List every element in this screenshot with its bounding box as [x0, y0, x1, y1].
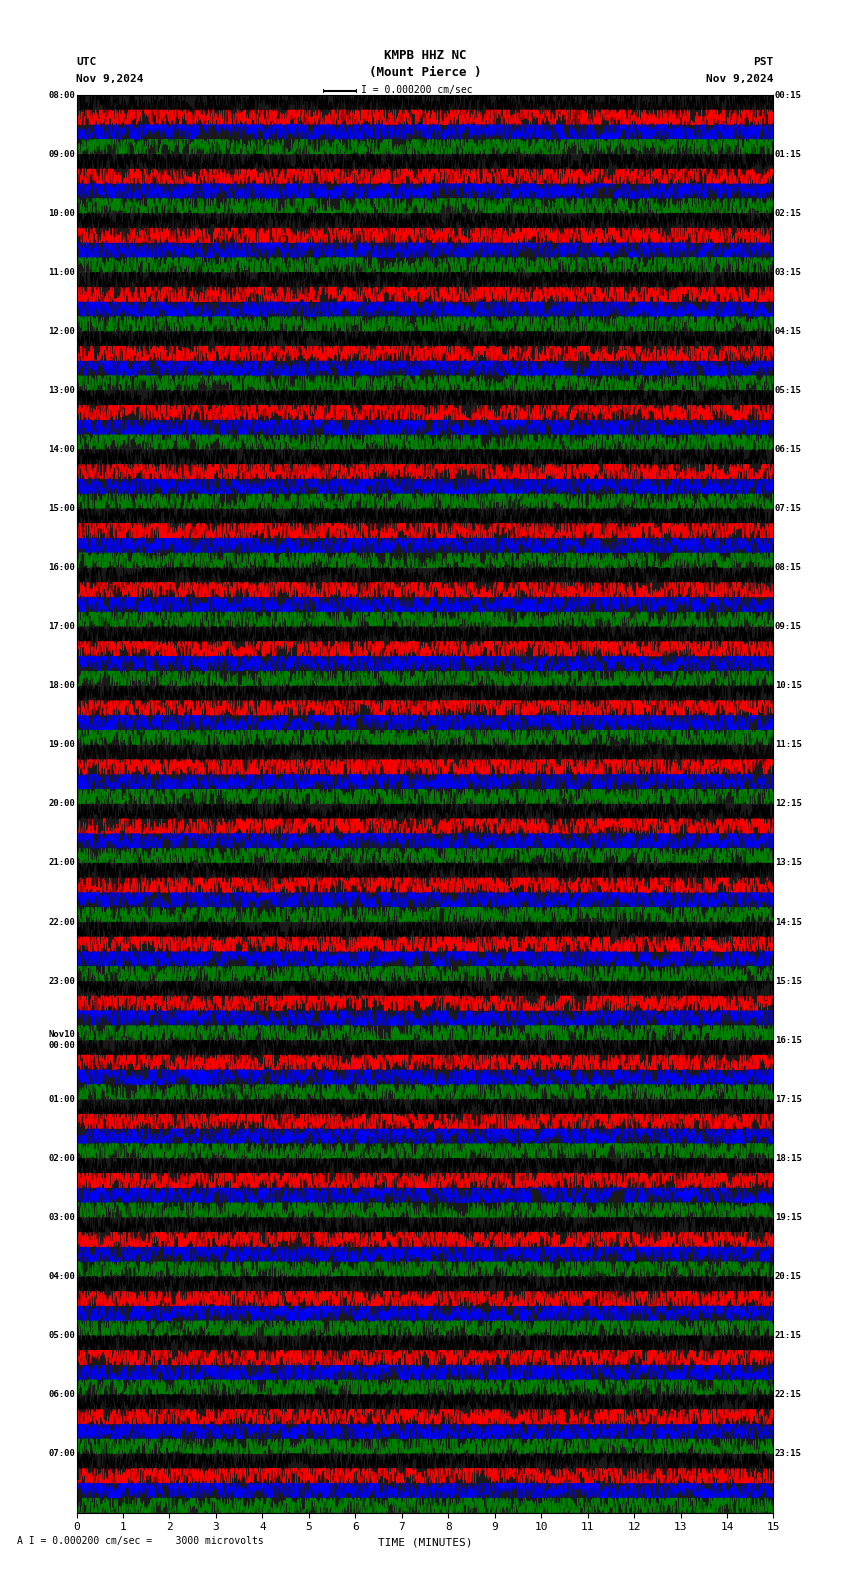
Text: 18:15: 18:15	[775, 1153, 802, 1163]
Text: Nov 9,2024: Nov 9,2024	[706, 74, 774, 84]
Text: 10:15: 10:15	[775, 681, 802, 691]
Text: 22:00: 22:00	[48, 917, 75, 927]
Text: I = 0.000200 cm/sec: I = 0.000200 cm/sec	[361, 86, 473, 95]
Text: 21:15: 21:15	[775, 1331, 802, 1340]
Text: 01:00: 01:00	[48, 1095, 75, 1104]
Text: KMPB HHZ NC: KMPB HHZ NC	[383, 49, 467, 62]
Text: 07:00: 07:00	[48, 1449, 75, 1459]
Text: 09:00: 09:00	[48, 149, 75, 158]
Text: 12:15: 12:15	[775, 800, 802, 808]
Text: 15:00: 15:00	[48, 504, 75, 513]
Text: 16:15: 16:15	[775, 1036, 802, 1045]
Text: 08:15: 08:15	[775, 562, 802, 572]
Text: 05:00: 05:00	[48, 1331, 75, 1340]
Text: 06:15: 06:15	[775, 445, 802, 455]
Text: 19:15: 19:15	[775, 1213, 802, 1221]
Text: 16:00: 16:00	[48, 562, 75, 572]
Text: 00:15: 00:15	[775, 90, 802, 100]
Text: 02:00: 02:00	[48, 1153, 75, 1163]
Text: 13:15: 13:15	[775, 859, 802, 868]
Text: 15:15: 15:15	[775, 977, 802, 985]
Text: 14:00: 14:00	[48, 445, 75, 455]
Text: 20:00: 20:00	[48, 800, 75, 808]
Text: A I = 0.000200 cm/sec =    3000 microvolts: A I = 0.000200 cm/sec = 3000 microvolts	[17, 1536, 264, 1546]
Text: Nov 9,2024: Nov 9,2024	[76, 74, 144, 84]
Text: (Mount Pierce ): (Mount Pierce )	[369, 67, 481, 79]
Text: 17:15: 17:15	[775, 1095, 802, 1104]
Text: 05:15: 05:15	[775, 386, 802, 394]
Text: 06:00: 06:00	[48, 1391, 75, 1399]
Text: 21:00: 21:00	[48, 859, 75, 868]
Text: Nov10
00:00: Nov10 00:00	[48, 1031, 75, 1050]
Text: 18:00: 18:00	[48, 681, 75, 691]
Text: 03:00: 03:00	[48, 1213, 75, 1221]
Text: 13:00: 13:00	[48, 386, 75, 394]
Text: 19:00: 19:00	[48, 740, 75, 749]
Text: 07:15: 07:15	[775, 504, 802, 513]
Text: 23:15: 23:15	[775, 1449, 802, 1459]
Text: 20:15: 20:15	[775, 1272, 802, 1281]
Text: 01:15: 01:15	[775, 149, 802, 158]
Text: 08:00: 08:00	[48, 90, 75, 100]
Text: 11:15: 11:15	[775, 740, 802, 749]
Text: 03:15: 03:15	[775, 268, 802, 277]
Text: 23:00: 23:00	[48, 977, 75, 985]
Text: 04:00: 04:00	[48, 1272, 75, 1281]
Text: PST: PST	[753, 57, 774, 67]
Text: 11:00: 11:00	[48, 268, 75, 277]
Text: 14:15: 14:15	[775, 917, 802, 927]
X-axis label: TIME (MINUTES): TIME (MINUTES)	[377, 1538, 473, 1548]
Text: 22:15: 22:15	[775, 1391, 802, 1399]
Text: 17:00: 17:00	[48, 623, 75, 630]
Text: 02:15: 02:15	[775, 209, 802, 217]
Text: 10:00: 10:00	[48, 209, 75, 217]
Text: 12:00: 12:00	[48, 326, 75, 336]
Text: UTC: UTC	[76, 57, 97, 67]
Text: 04:15: 04:15	[775, 326, 802, 336]
Text: 09:15: 09:15	[775, 623, 802, 630]
